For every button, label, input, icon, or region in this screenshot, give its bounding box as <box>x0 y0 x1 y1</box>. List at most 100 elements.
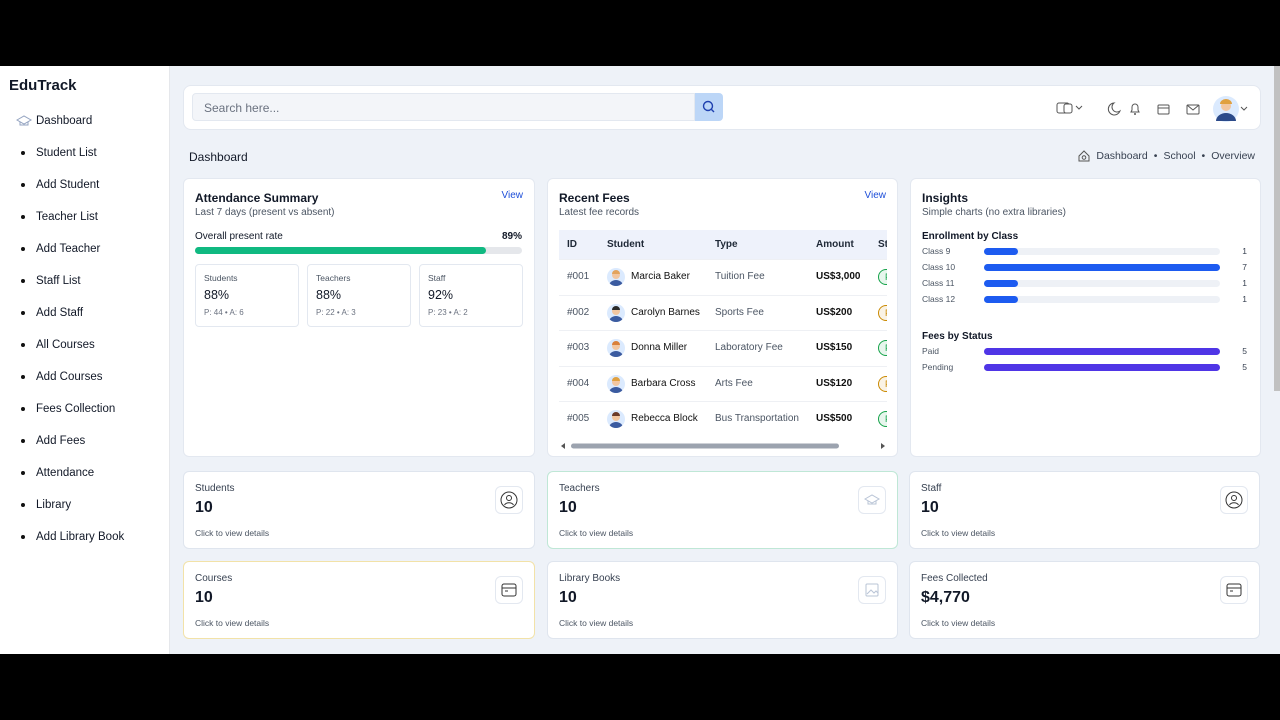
stat-hint: Click to view details <box>195 528 270 538</box>
status-pill: Paid <box>878 269 887 285</box>
card-subtitle: Simple charts (no extra libraries) <box>922 207 1066 218</box>
group-name: Teachers <box>316 273 351 283</box>
nav-item[interactable]: All Courses <box>36 339 95 351</box>
stat-hint: Click to view details <box>195 618 270 628</box>
crumb[interactable]: School <box>1163 150 1196 162</box>
app: EduTrack Dashboard Student List Add Studen… <box>0 66 1280 654</box>
nav-bullet <box>21 247 25 251</box>
bar-value: 1 <box>1242 294 1247 304</box>
nav-item[interactable]: Student List <box>36 147 97 159</box>
card-subtitle: Latest fee records <box>559 207 640 218</box>
stat-value: 10 <box>921 499 939 516</box>
nav-bullet <box>21 151 25 155</box>
stat-card[interactable]: Teachers 10 Click to view details <box>547 471 898 549</box>
stat-card[interactable]: Staff 10 Click to view details <box>909 471 1260 549</box>
nav-item[interactable]: Add Library Book <box>36 531 125 543</box>
avatar <box>607 410 625 428</box>
bar-value: 5 <box>1242 362 1247 372</box>
crumb[interactable]: Dashboard <box>1096 150 1148 162</box>
stat-icon <box>1220 486 1248 514</box>
nav-item[interactable]: Staff List <box>36 275 81 287</box>
search-input[interactable]: Search here... <box>192 93 695 121</box>
nav-item[interactable]: Add Staff <box>36 307 84 319</box>
status-pill: Paid <box>878 340 887 356</box>
toolbar-icons[interactable] <box>1054 96 1254 122</box>
column-header: Amount <box>816 239 854 250</box>
stat-hint: Click to view details <box>559 618 634 628</box>
rate-bar <box>195 247 487 254</box>
group-percent: 92% <box>428 288 454 302</box>
nav-item[interactable]: Fees Collection <box>36 403 116 415</box>
nav-bullet <box>21 439 25 443</box>
bar-label: Class 10 <box>922 262 956 272</box>
bar <box>984 364 1220 371</box>
group-detail: P: 22 • A: 3 <box>316 308 356 317</box>
avatar <box>607 374 625 393</box>
stat-value: $4,770 <box>921 589 970 606</box>
bar-track <box>984 364 1220 371</box>
nav-item[interactable]: Attendance <box>36 467 95 479</box>
stat-value: 10 <box>195 589 213 606</box>
stat-label: Library Books <box>559 573 621 584</box>
nav-item[interactable]: Add Student <box>36 179 100 191</box>
stat-label: Staff <box>921 483 942 494</box>
bar-track <box>984 348 1220 355</box>
column-header: Status <box>878 239 887 250</box>
row-divider <box>559 365 887 367</box>
view-link[interactable]: View <box>501 190 524 201</box>
avatar <box>607 268 625 286</box>
group-name: Students <box>204 273 238 283</box>
stat-icon <box>495 576 523 604</box>
nav-item[interactable]: Add Teacher <box>36 243 101 255</box>
card-title: Recent Fees <box>559 191 630 205</box>
stat-label: Courses <box>195 573 233 584</box>
bar <box>984 248 1018 255</box>
crumb[interactable]: Overview <box>1211 150 1255 162</box>
nav-item[interactable]: Add Fees <box>36 435 86 447</box>
stat-card[interactable]: Library Books 10 Click to view details <box>547 561 898 639</box>
search-button[interactable] <box>695 93 723 121</box>
view-link[interactable]: View <box>864 190 887 201</box>
stat-hint: Click to view details <box>921 618 996 628</box>
stat-value: 10 <box>559 499 577 516</box>
cell: Arts Fee <box>715 377 753 389</box>
group-box: Students 88% P: 44 • A: 6 <box>195 264 299 327</box>
cell: #004 <box>567 377 590 389</box>
stat-card[interactable]: Courses 10 Click to view details <box>183 561 535 639</box>
group-box: Staff 92% P: 23 • A: 2 <box>419 264 523 327</box>
chart-title: Enrollment by Class <box>922 231 1019 242</box>
bar-label: Pending <box>922 362 954 372</box>
nav-bullet <box>21 535 25 539</box>
nav-bullet <box>21 215 25 219</box>
cell: Bus Transportation <box>715 413 799 424</box>
table-scrollbar[interactable] <box>559 437 887 449</box>
top-bar: Search here... <box>183 85 1261 130</box>
rate-label: Overall present rate <box>195 231 283 242</box>
status-pill: Paid <box>878 411 887 427</box>
group-detail: P: 44 • A: 6 <box>204 308 244 317</box>
nav-bullet <box>21 471 25 475</box>
nav-item[interactable]: Teacher List <box>36 211 99 223</box>
stat-label: Teachers <box>559 483 600 494</box>
stat-card[interactable]: Students 10 Click to view details <box>183 471 535 549</box>
nav-item[interactable]: Library <box>36 499 72 511</box>
nav-item[interactable]: Dashboard <box>36 115 93 127</box>
stat-card[interactable]: Fees Collected $4,770 Click to view detail… <box>909 561 1260 639</box>
home-icon <box>1078 150 1090 162</box>
bar-label: Paid <box>922 346 940 356</box>
stat-hint: Click to view details <box>559 528 634 538</box>
nav-item[interactable]: Add Courses <box>36 371 103 383</box>
nav-bullet <box>21 311 25 315</box>
bar-label: Class 11 <box>922 278 955 288</box>
stat-icon <box>858 576 886 604</box>
cell: US$120 <box>816 377 853 389</box>
stat-value: 10 <box>195 499 213 516</box>
cell: US$150 <box>816 342 853 353</box>
cell: #001 <box>567 271 590 282</box>
card-subtitle: Last 7 days (present vs absent) <box>195 207 335 218</box>
breadcrumb: Dashboard • School • Overview <box>1078 150 1255 162</box>
group-name: Staff <box>428 273 446 283</box>
page-scrollbar[interactable] <box>1274 66 1280 391</box>
stat-icon <box>858 486 886 514</box>
avatar <box>607 303 625 322</box>
